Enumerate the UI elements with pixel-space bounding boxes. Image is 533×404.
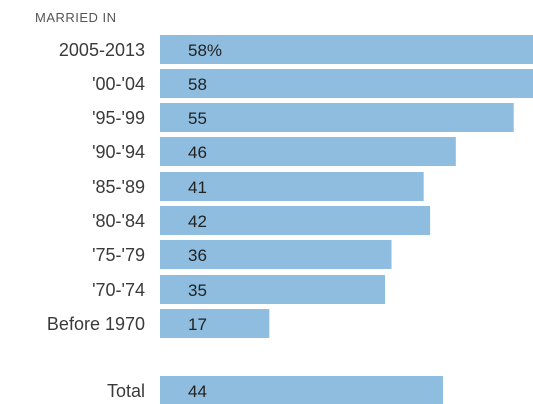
category-label: Total — [107, 381, 145, 401]
bar — [160, 309, 270, 338]
value-label: 42 — [188, 212, 207, 231]
category-label: Before 1970 — [47, 314, 145, 334]
category-label: 2005-2013 — [59, 40, 145, 60]
value-label: 58 — [188, 75, 207, 94]
value-label: 35 — [188, 281, 207, 300]
bar — [160, 137, 456, 166]
bar — [160, 240, 392, 269]
column-header: MARRIED IN — [35, 10, 117, 25]
value-label: 44 — [188, 382, 207, 401]
bar — [160, 172, 424, 201]
value-label: 58% — [188, 41, 222, 60]
bar — [160, 376, 443, 404]
bar — [160, 103, 514, 132]
category-label: '80-'84 — [92, 211, 145, 231]
bars-group: 2005-2013 58% '00-'04 58 '95-'99 55 '90-'94 46 '… — [47, 35, 533, 404]
category-label: '70-'74 — [92, 280, 145, 300]
value-label: 46 — [188, 143, 207, 162]
bar — [160, 275, 386, 304]
category-label: '90-'94 — [92, 142, 145, 162]
value-label: 41 — [188, 178, 207, 197]
bar — [160, 35, 533, 64]
category-label: '75-'79 — [92, 245, 145, 265]
value-label: 55 — [188, 109, 207, 128]
value-label: 17 — [188, 315, 207, 334]
category-label: '00-'04 — [92, 74, 145, 94]
value-label: 36 — [188, 246, 207, 265]
bar — [160, 69, 533, 98]
category-label: '85-'89 — [92, 177, 145, 197]
bar — [160, 206, 431, 235]
category-label: '95-'99 — [92, 108, 145, 128]
